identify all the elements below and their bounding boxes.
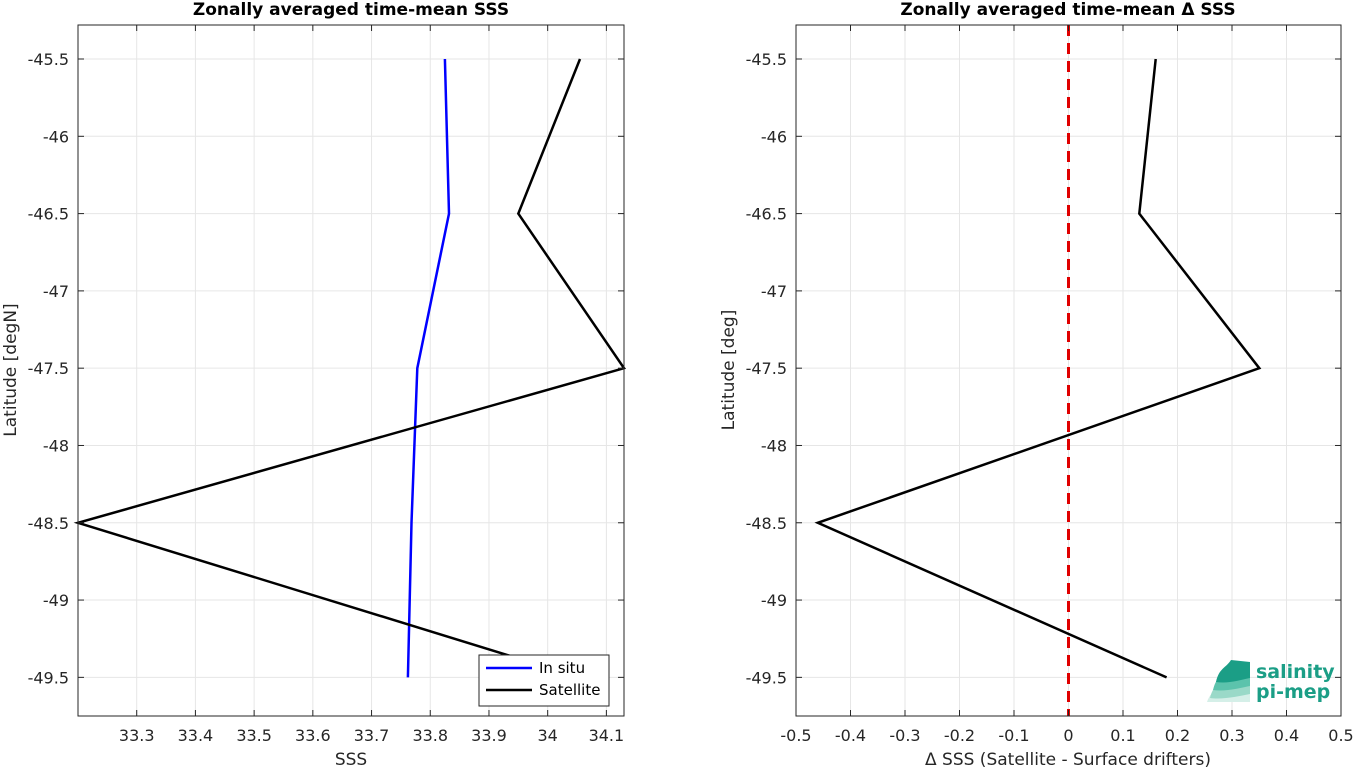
sss-chart-ytick-label: -46 <box>43 127 69 146</box>
sss-chart-ylabel: Latitude [degN] <box>1 303 21 436</box>
in-situ-series-line <box>406 58 451 678</box>
delta-sss-chart-xlabel: Δ SSS (Satellite - Surface drifters) <box>925 750 1211 769</box>
delta-sss-chart-ytick-label: -49.5 <box>746 668 787 687</box>
delta-sss-chart-series <box>814 58 1262 679</box>
delta-sss-chart-xtick-label: 0.5 <box>1328 726 1353 745</box>
delta-sss-chart-ytick-label: -46 <box>761 127 787 146</box>
delta-sss-chart: Zonally averaged time-mean Δ SSS -0.5 -0.… <box>719 0 1354 769</box>
sss-chart-ytick-label: -47.5 <box>28 359 69 378</box>
delta-sss-chart-xtick-label: -0.2 <box>944 726 975 745</box>
sss-chart-xtick-label: 33.8 <box>412 726 448 745</box>
sss-chart-xtick-label: 33.9 <box>471 726 507 745</box>
sss-chart-ytick-label: -49 <box>43 591 69 610</box>
wave-layers-icon <box>1207 660 1250 702</box>
delta-sss-chart-ticks: -0.5 -0.4 -0.3 -0.2 -0.1 0 0.1 0.2 0.3 0.4 0.5 -45.… <box>746 25 1354 745</box>
delta-sss-chart-ytick-label: -46.5 <box>746 205 787 224</box>
sss-chart-xtick-label: 34.1 <box>589 726 625 745</box>
delta-sss-chart-xtick-label: -0.4 <box>835 726 866 745</box>
sss-chart-xtick-label: 34 <box>537 726 557 745</box>
sss-chart: Zonally averaged time-mean SSS 33.3 33.4 3… <box>1 0 627 769</box>
delta-sss-chart-xtick-label: 0 <box>1063 726 1073 745</box>
delta-sss-chart-ytick-label: -48 <box>761 436 787 455</box>
delta-sss-series-line <box>814 58 1262 679</box>
sss-chart-xtick-label: 33.4 <box>178 726 214 745</box>
legend-label-satellite: Satellite <box>539 681 600 699</box>
sss-chart-ticks: 33.3 33.4 33.5 33.6 33.7 33.8 33.9 34 34.1 -45.5 -… <box>28 25 625 745</box>
sss-chart-xtick-label: 33.3 <box>119 726 155 745</box>
delta-sss-chart-ytick-label: -49 <box>761 591 787 610</box>
sss-chart-xlabel: SSS <box>335 750 367 769</box>
delta-sss-chart-title: Zonally averaged time-mean Δ SSS <box>900 0 1235 20</box>
delta-sss-chart-ytick-label: -45.5 <box>746 50 787 69</box>
sss-chart-ytick-label: -46.5 <box>28 205 69 224</box>
sss-chart-ytick-label: -45.5 <box>28 50 69 69</box>
delta-sss-chart-xtick-label: 0.2 <box>1165 726 1190 745</box>
sss-chart-ytick-label: -47 <box>43 282 69 301</box>
delta-sss-chart-ylabel: Latitude [deg] <box>719 310 739 431</box>
sss-chart-legend: In situ Satellite <box>478 654 610 707</box>
sss-chart-xtick-label: 33.7 <box>354 726 390 745</box>
sss-chart-xtick-label: 33.6 <box>295 726 331 745</box>
logo-text-line2: pi-mep <box>1256 681 1330 703</box>
legend-box <box>478 654 610 707</box>
delta-sss-chart-ytick-label: -47 <box>761 282 787 301</box>
delta-sss-chart-xtick-label: -0.3 <box>889 726 920 745</box>
delta-sss-chart-xtick-label: 0.3 <box>1219 726 1244 745</box>
delta-sss-chart-ytick-label: -48.5 <box>746 514 787 533</box>
delta-sss-chart-xtick-label: -0.5 <box>780 726 811 745</box>
logo-text-line1: salinity <box>1256 661 1335 683</box>
sss-chart-axes-box <box>77 24 625 717</box>
sss-chart-title: Zonally averaged time-mean SSS <box>193 0 509 20</box>
sss-chart-ytick-label: -49.5 <box>28 668 69 687</box>
salinity-pi-mep-logo: salinity pi-mep <box>1207 660 1335 703</box>
legend-label-in-situ: In situ <box>539 659 585 677</box>
sss-chart-ytick-label: -48 <box>43 436 69 455</box>
sss-chart-xtick-label: 33.5 <box>236 726 272 745</box>
delta-sss-chart-xtick-label: 0.1 <box>1110 726 1135 745</box>
sss-chart-ytick-label: -48.5 <box>28 514 69 533</box>
sss-chart-grid <box>78 25 624 716</box>
delta-sss-chart-xtick-label: -0.1 <box>998 726 1029 745</box>
delta-sss-chart-xtick-label: 0.4 <box>1274 726 1299 745</box>
delta-sss-chart-ytick-label: -47.5 <box>746 359 787 378</box>
